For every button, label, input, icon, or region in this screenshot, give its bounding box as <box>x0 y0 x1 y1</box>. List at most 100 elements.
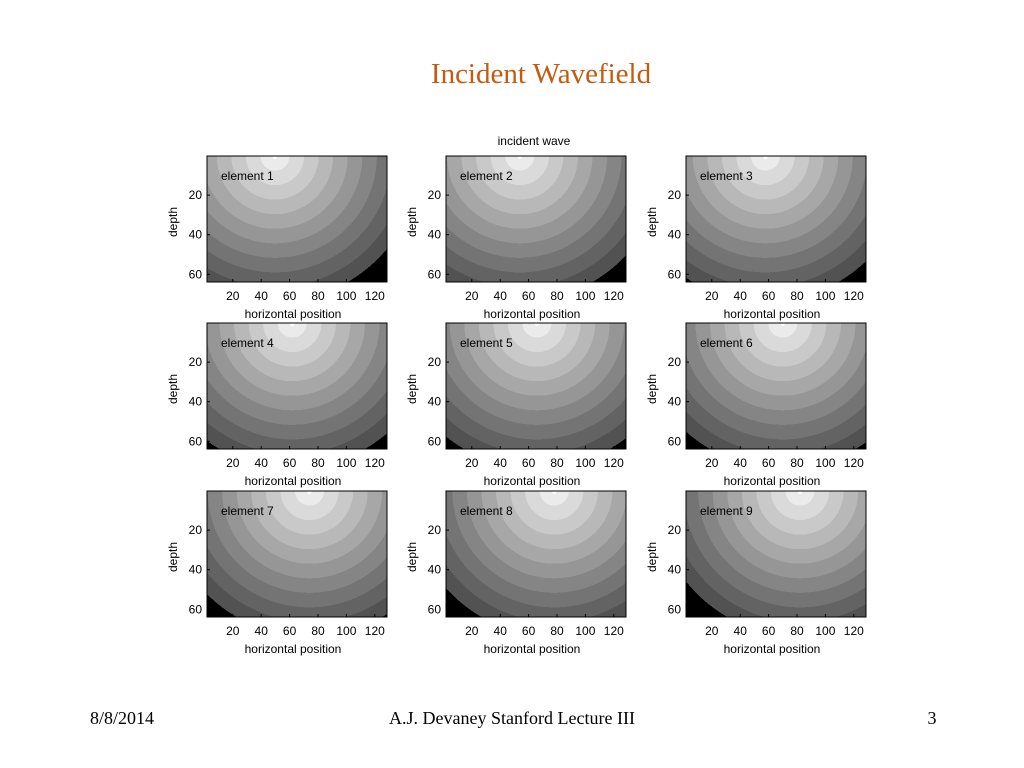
x-tick-label: 100 <box>815 289 835 303</box>
x-axis-label: horizontal position <box>724 474 821 488</box>
panel: element 6 20 40 60 80 100 120 20 40 60 horizontal … <box>645 322 867 488</box>
x-axis-label: horizontal position <box>484 307 581 321</box>
panel-label: element 2 <box>460 169 513 183</box>
wave-image <box>207 323 387 449</box>
x-tick-label: 80 <box>550 456 564 470</box>
x-tick-label: 80 <box>311 289 325 303</box>
y-tick-label: 60 <box>668 267 682 281</box>
x-tick-label: 80 <box>550 624 564 638</box>
panel-label: element 3 <box>700 169 753 183</box>
y-tick-label: 60 <box>189 434 203 448</box>
x-tick-label: 60 <box>762 456 776 470</box>
axes-frame <box>206 322 388 450</box>
x-tick-label: 60 <box>283 289 297 303</box>
x-tick-label: 120 <box>604 456 624 470</box>
wave-image <box>446 156 626 282</box>
y-axis-label: depth <box>166 207 180 237</box>
y-axis-label: depth <box>645 207 659 237</box>
x-tick-label: 20 <box>226 289 240 303</box>
wave-image <box>207 491 387 617</box>
y-tick-label: 40 <box>189 228 203 242</box>
y-tick-label: 20 <box>428 523 442 537</box>
panel-label: element 5 <box>460 336 513 350</box>
x-tick-label: 100 <box>815 624 835 638</box>
x-tick-label: 100 <box>336 624 356 638</box>
axes-frame <box>445 490 627 618</box>
wave-image <box>686 323 866 449</box>
y-tick-label: 60 <box>189 267 203 281</box>
panel: element 3 20 40 60 80 100 120 20 40 60 horizontal … <box>645 155 867 321</box>
wave-image <box>686 491 866 617</box>
x-tick-label: 20 <box>465 456 479 470</box>
y-tick-label: 60 <box>428 434 442 448</box>
panel-label: element 9 <box>700 504 753 518</box>
x-axis-label: horizontal position <box>724 307 821 321</box>
x-axis-label: horizontal position <box>245 642 342 656</box>
wave-image <box>446 491 626 617</box>
x-axis-label: horizontal position <box>245 307 342 321</box>
x-tick-label: 60 <box>522 289 536 303</box>
x-tick-label: 100 <box>336 289 356 303</box>
x-tick-label: 20 <box>705 624 719 638</box>
y-tick-label: 40 <box>428 228 442 242</box>
x-tick-label: 20 <box>705 456 719 470</box>
wave-image <box>207 156 387 282</box>
x-tick-label: 80 <box>790 289 804 303</box>
footer-center: A.J. Devaney Stanford Lecture III <box>389 708 635 728</box>
y-tick-label: 20 <box>428 355 442 369</box>
axes-frame <box>206 490 388 618</box>
y-tick-label: 60 <box>668 602 682 616</box>
y-tick-label: 40 <box>668 228 682 242</box>
y-tick-label: 40 <box>428 563 442 577</box>
x-tick-label: 120 <box>604 289 624 303</box>
x-tick-label: 20 <box>465 289 479 303</box>
x-tick-label: 120 <box>365 289 385 303</box>
x-tick-label: 80 <box>311 456 325 470</box>
x-tick-label: 40 <box>734 624 748 638</box>
x-tick-label: 20 <box>705 289 719 303</box>
panel-label: element 6 <box>700 336 753 350</box>
axes-frame <box>685 155 867 283</box>
x-tick-label: 120 <box>365 624 385 638</box>
x-tick-label: 40 <box>255 456 269 470</box>
panel: element 9 20 40 60 80 100 120 20 40 60 horizontal … <box>645 490 867 656</box>
axes-frame <box>206 155 388 283</box>
wave-image <box>446 323 626 449</box>
x-tick-label: 100 <box>815 456 835 470</box>
y-axis-label: depth <box>166 374 180 404</box>
y-tick-label: 40 <box>189 395 203 409</box>
y-tick-label: 40 <box>428 395 442 409</box>
axes-frame <box>445 322 627 450</box>
figure-title: incident wave <box>498 134 571 148</box>
y-tick-label: 40 <box>668 563 682 577</box>
x-tick-label: 80 <box>790 624 804 638</box>
x-tick-label: 40 <box>255 624 269 638</box>
panel: element 2 20 40 60 80 100 120 20 40 60 horizontal … <box>405 155 627 321</box>
x-axis-label: horizontal position <box>484 474 581 488</box>
x-axis-label: horizontal position <box>245 474 342 488</box>
y-axis-label: depth <box>405 542 419 572</box>
y-tick-label: 40 <box>668 395 682 409</box>
panel: element 5 20 40 60 80 100 120 20 40 60 horizontal … <box>405 322 627 488</box>
y-tick-label: 60 <box>428 267 442 281</box>
y-tick-label: 60 <box>668 434 682 448</box>
panel: element 8 20 40 60 80 100 120 20 40 60 horizontal … <box>405 490 627 656</box>
x-tick-label: 60 <box>283 624 297 638</box>
x-axis-label: horizontal position <box>484 642 581 656</box>
y-axis-label: depth <box>405 374 419 404</box>
y-tick-label: 20 <box>428 188 442 202</box>
x-tick-label: 40 <box>494 289 508 303</box>
x-tick-label: 20 <box>226 624 240 638</box>
axes-frame <box>685 322 867 450</box>
wave-image <box>686 156 866 282</box>
x-tick-label: 60 <box>283 456 297 470</box>
y-tick-label: 20 <box>189 188 203 202</box>
y-tick-label: 20 <box>668 355 682 369</box>
x-tick-label: 120 <box>844 289 864 303</box>
y-tick-label: 20 <box>189 523 203 537</box>
x-tick-label: 120 <box>844 456 864 470</box>
x-tick-label: 120 <box>604 624 624 638</box>
x-tick-label: 80 <box>311 624 325 638</box>
footer-page: 3 <box>928 708 937 728</box>
